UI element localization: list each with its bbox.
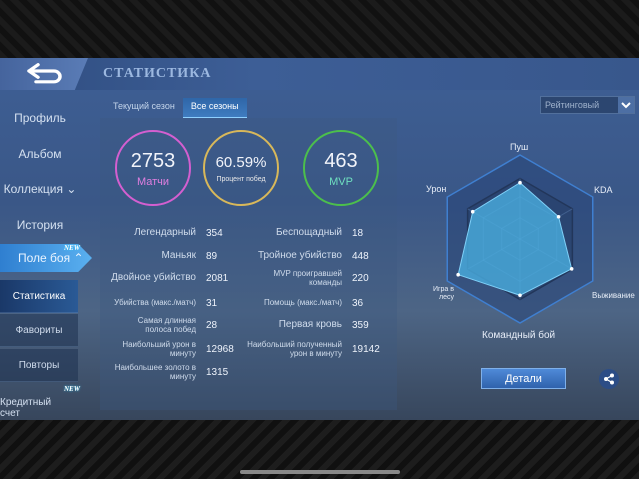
stat-label: Маньяк — [161, 250, 196, 261]
sidebar-sub-replays[interactable]: Повторы — [0, 349, 78, 382]
stat-ring: 2753 Матчи — [115, 130, 191, 206]
collection-label: Коллекция — [3, 182, 63, 196]
stat-ring: 463 MVP — [303, 130, 379, 206]
stat-label: Убийства (макс./матч) — [114, 298, 196, 307]
radar-label-push: Пуш — [510, 142, 529, 152]
stat-label: Самая длинная полоса побед — [137, 316, 196, 334]
sidebar-item-history[interactable]: История — [16, 218, 64, 232]
stat-ring: 60.59% Процент побед — [203, 130, 279, 206]
new-badge: NEW — [64, 385, 80, 393]
stat-label: Помощь (макс./матч) — [263, 298, 342, 307]
season-tabs: Текущий сезон Все сезоны — [105, 98, 247, 118]
sidebar-item-album[interactable]: Альбом — [18, 147, 62, 161]
sidebar-sub-statistics[interactable]: Статистика — [0, 280, 78, 313]
sidebar-item-profile[interactable]: Профиль — [14, 111, 66, 125]
stat-value: 12968 — [206, 344, 234, 355]
radar-label-jungle: Игра в лесу — [432, 286, 454, 301]
radar-data-point — [456, 272, 460, 277]
header: СТАТИСТИКА — [0, 58, 639, 90]
ring-value: 463 — [324, 150, 358, 172]
back-arrow-icon — [27, 63, 62, 84]
sidebar-item-battlefield[interactable]: Поле боя ⌃ — [0, 244, 92, 272]
stat-value: 18 — [352, 228, 364, 239]
radar-data-point — [470, 209, 475, 214]
stat-value: 220 — [352, 273, 369, 284]
ring-value: 2753 — [130, 150, 176, 172]
tab-all-seasons[interactable]: Все сезоны — [182, 98, 247, 118]
radar-label-kda: KDA — [594, 185, 613, 195]
tab-current-season[interactable]: Текущий сезон — [113, 101, 175, 111]
new-badge: NEW — [64, 244, 80, 252]
stat-label: Тройное убийство — [257, 250, 342, 261]
ring-label: MVP — [329, 176, 353, 188]
stat-label: Легендарный — [134, 227, 196, 238]
radar-data-point — [556, 214, 561, 219]
radar-label-damage: Урон — [426, 184, 447, 194]
ring-label: Матчи — [136, 176, 170, 188]
stat-value: 89 — [206, 251, 218, 262]
stat-label: Наибольший урон в минуту — [122, 340, 196, 358]
stat-label: MVP проигравшей команды — [273, 269, 342, 287]
ring-label: Процент побед — [216, 176, 266, 183]
stat-value: 2081 — [206, 273, 229, 284]
device-frame-top — [0, 0, 639, 58]
radar-label-teamfight: Командный бой — [482, 330, 556, 341]
stat-value: 19142 — [352, 344, 380, 355]
stat-value: 31 — [206, 298, 218, 309]
stat-label: Беспощадный — [275, 227, 342, 238]
battlefield-label: Поле боя — [18, 251, 71, 265]
radar-data-point — [569, 267, 574, 271]
share-button[interactable] — [599, 369, 619, 389]
sidebar-sub-favorites[interactable]: Фавориты — [0, 314, 78, 347]
stat-value: 28 — [206, 320, 218, 331]
game-screen: СТАТИСТИКА Профиль Альбом Коллекция ⌄ Ис… — [0, 58, 639, 420]
stat-label: Наибольшее золото в минуту — [114, 363, 196, 381]
radar-data-point — [518, 180, 522, 185]
stat-value: 1315 — [206, 367, 229, 378]
ring-value: 60.59% — [215, 154, 267, 171]
stat-label: Наибольший полученный урон в минуту — [247, 340, 342, 358]
mode-dropdown[interactable]: Рейтинговый — [540, 96, 635, 114]
radar-data-point — [518, 293, 522, 298]
sidebar: Профиль Альбом Коллекция ⌄ История — [0, 90, 80, 420]
home-indicator[interactable] — [240, 470, 400, 474]
stat-value: 448 — [352, 251, 369, 262]
stat-value: 354 — [206, 228, 223, 239]
device-frame-bottom — [0, 420, 639, 479]
mode-value: Рейтинговый — [545, 100, 600, 110]
stat-value: 359 — [352, 320, 369, 331]
back-button[interactable] — [0, 58, 88, 90]
chevron-up-icon: ⌃ — [73, 251, 84, 265]
share-icon — [604, 373, 614, 385]
stat-label: Первая кровь — [278, 319, 342, 330]
page-title: СТАТИСТИКА — [103, 66, 212, 81]
radar-label-survival: Выживание — [592, 291, 635, 300]
stat-value: 36 — [352, 298, 364, 309]
details-button[interactable]: Детали — [481, 368, 566, 389]
chevron-down-icon: ⌄ — [66, 182, 77, 196]
sidebar-item-collection[interactable]: Коллекция ⌄ — [0, 182, 80, 196]
stat-label: Двойное убийство — [111, 272, 196, 283]
radar-chart — [446, 154, 594, 324]
sidebar-item-credit[interactable]: Кредитный счет — [0, 397, 52, 419]
chevron-down-icon — [618, 97, 634, 113]
